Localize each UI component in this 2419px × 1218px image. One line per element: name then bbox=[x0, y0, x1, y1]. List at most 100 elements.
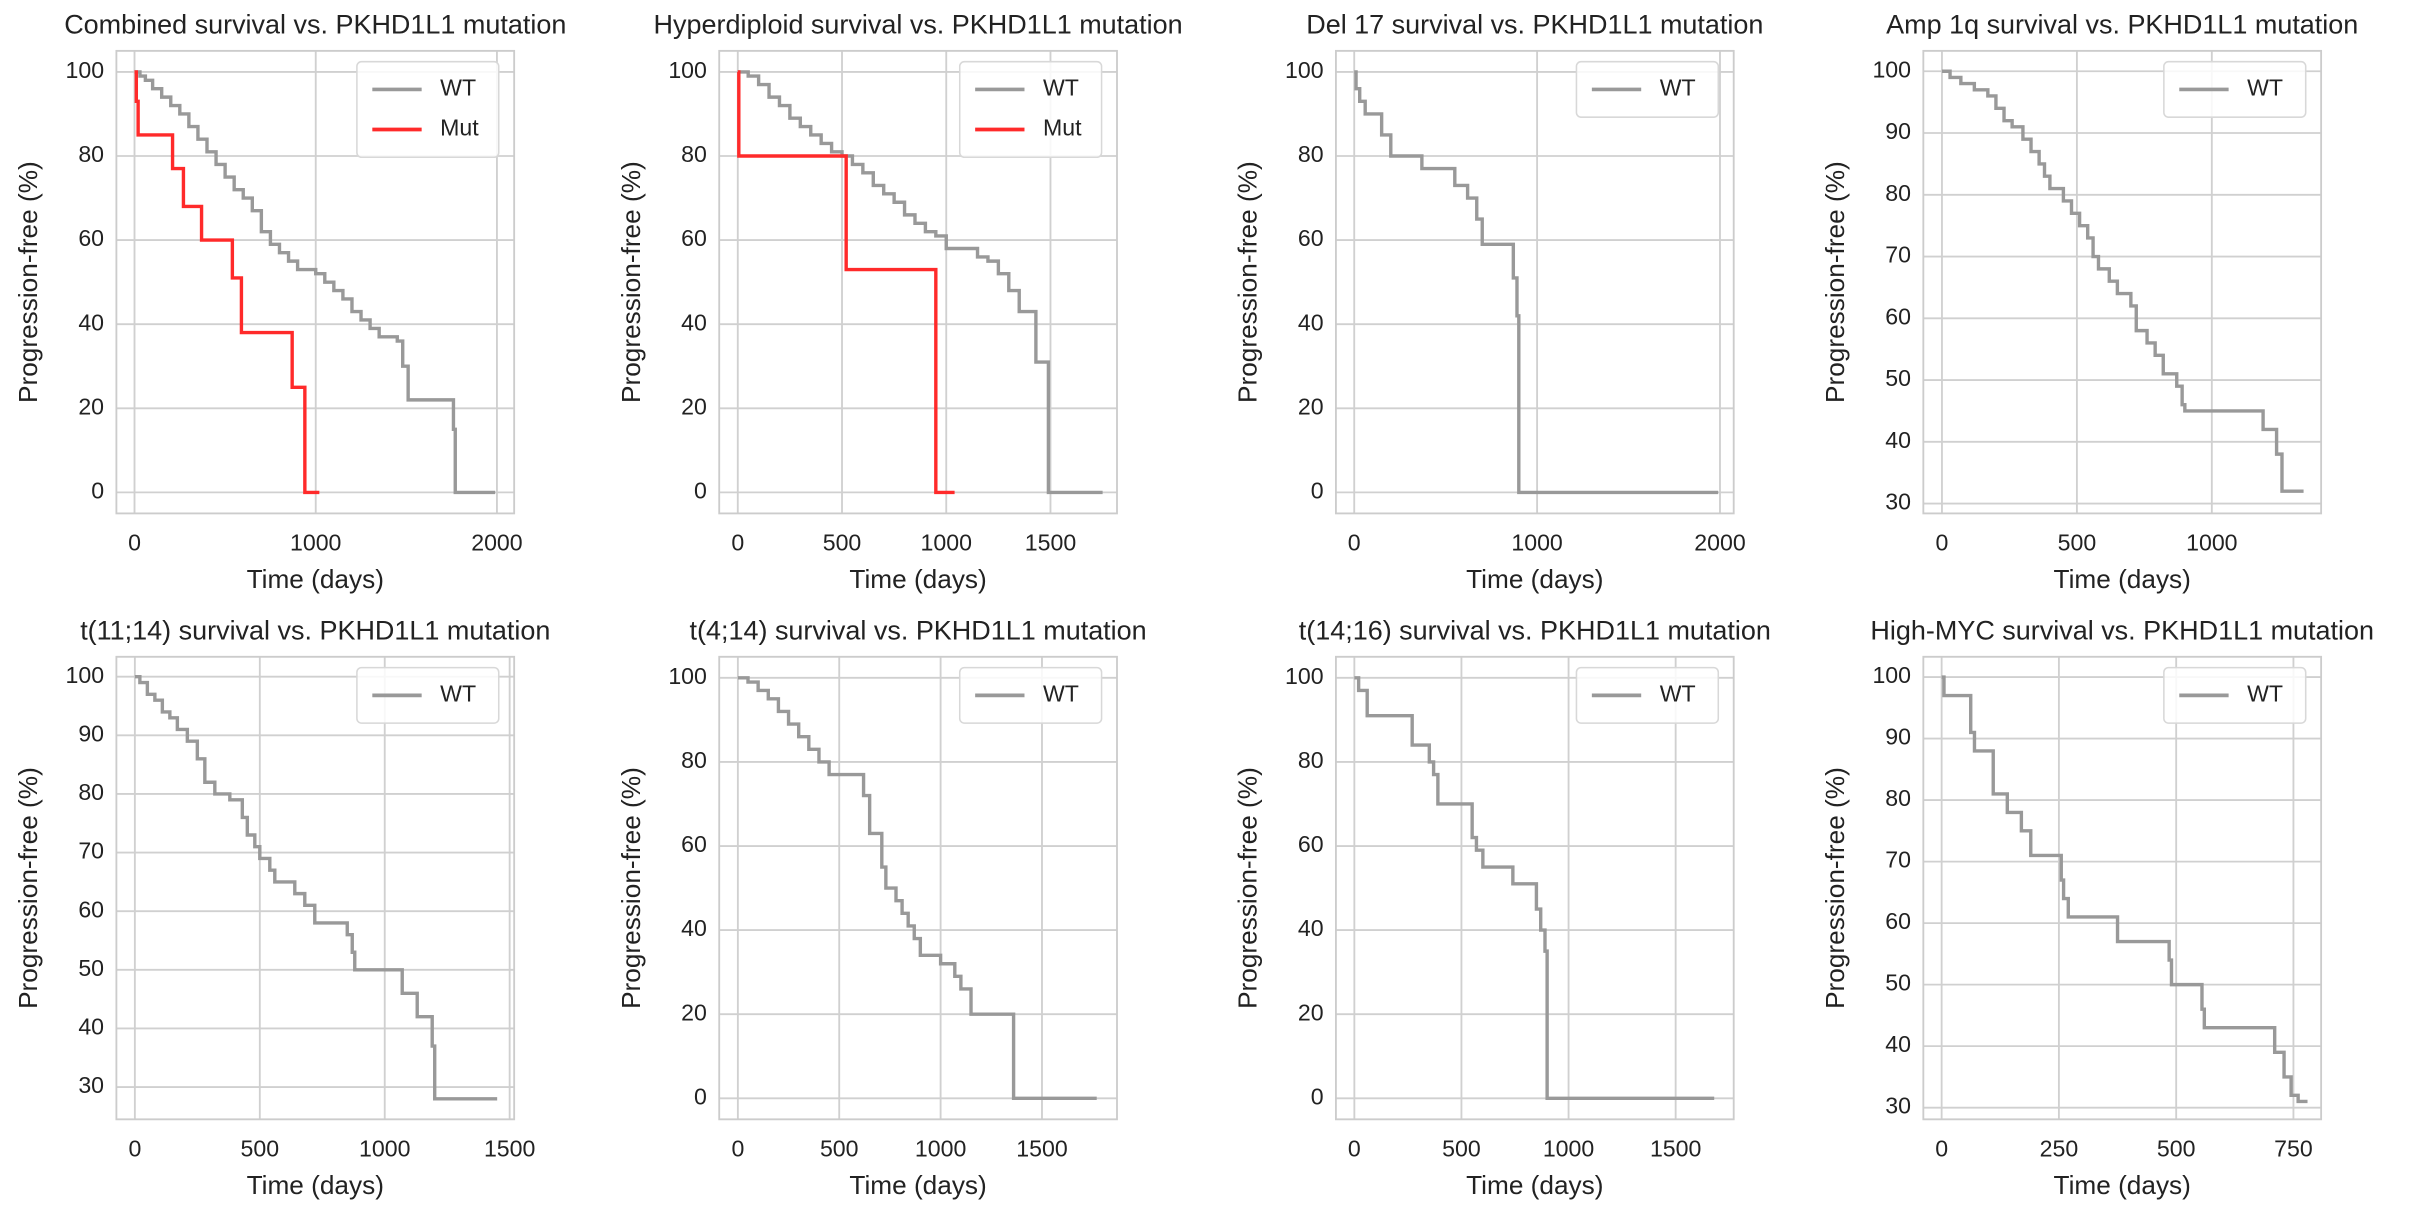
survival-curve bbox=[134, 70, 496, 495]
legend-label: WT bbox=[440, 680, 476, 706]
y-tick-label: 100 bbox=[1285, 663, 1324, 689]
y-tick-label: 50 bbox=[1885, 970, 1911, 996]
x-tick-label: 0 bbox=[1935, 1135, 1948, 1161]
y-tick-label: 0 bbox=[694, 477, 707, 503]
x-tick-label: 1500 bbox=[1016, 1135, 1067, 1161]
x-tick-label: 500 bbox=[1442, 1135, 1481, 1161]
y-tick-label: 20 bbox=[681, 393, 707, 419]
subplot: Amp 1q survival vs. PKHD1L1 mutation 30 40… bbox=[1820, 9, 2358, 594]
y-tick-label: 60 bbox=[1298, 225, 1324, 251]
y-tick-label: 80 bbox=[78, 141, 104, 167]
y-tick-label: 40 bbox=[78, 309, 104, 335]
subplot-title: Combined survival vs. PKHD1L1 mutation bbox=[64, 9, 566, 39]
y-tick-label: 80 bbox=[681, 141, 707, 167]
subplot-title: Amp 1q survival vs. PKHD1L1 mutation bbox=[1886, 9, 2358, 39]
y-axis-label: Progression-free (%) bbox=[1233, 161, 1263, 403]
y-tick-label: 20 bbox=[1298, 393, 1324, 419]
y-tick-label: 80 bbox=[78, 779, 104, 805]
plot-frame bbox=[115, 655, 516, 1121]
y-tick-label: 30 bbox=[78, 1072, 104, 1098]
legend-label: Mut bbox=[440, 115, 479, 141]
y-tick-label: 40 bbox=[1298, 309, 1324, 335]
legend-box bbox=[1575, 666, 1720, 724]
subplot-title: Hyperdiploid survival vs. PKHD1L1 mutati… bbox=[654, 9, 1183, 39]
plot-frame bbox=[718, 49, 1118, 515]
legend-label: WT bbox=[2247, 680, 2283, 706]
subplot: High-MYC survival vs. PKHD1L1 mutation 30… bbox=[1820, 615, 2374, 1200]
y-tick-label: 80 bbox=[1885, 785, 1911, 811]
x-tick-label: 0 bbox=[128, 529, 141, 555]
y-tick-label: 100 bbox=[668, 663, 707, 689]
subplot-title: t(14;16) survival vs. PKHD1L1 mutation bbox=[1299, 615, 1771, 645]
x-axis-label: Time (days) bbox=[247, 1170, 384, 1200]
x-tick-label: 1000 bbox=[1511, 529, 1562, 555]
y-tick-label: 40 bbox=[1885, 427, 1911, 453]
y-tick-label: 60 bbox=[681, 831, 707, 857]
subplot-title: t(4;14) survival vs. PKHD1L1 mutation bbox=[690, 615, 1147, 645]
plot-frame bbox=[1335, 655, 1735, 1121]
x-tick-label: 0 bbox=[1936, 529, 1949, 555]
legend: WT bbox=[356, 666, 500, 724]
subplot: t(14;16) survival vs. PKHD1L1 mutation 0 2… bbox=[1233, 615, 1771, 1200]
y-tick-label: 100 bbox=[1285, 57, 1324, 83]
x-tick-label: 0 bbox=[1348, 1135, 1361, 1161]
y-tick-label: 60 bbox=[1885, 908, 1911, 934]
x-tick-label: 500 bbox=[823, 529, 862, 555]
x-axis-label: Time (days) bbox=[1466, 564, 1603, 594]
x-tick-label: 0 bbox=[1348, 529, 1361, 555]
subplot-title: High-MYC survival vs. PKHD1L1 mutation bbox=[1870, 615, 2374, 645]
x-tick-label: 1500 bbox=[484, 1135, 535, 1161]
plot-frame bbox=[1922, 655, 2323, 1121]
y-tick-label: 50 bbox=[1885, 365, 1911, 391]
y-tick-label: 50 bbox=[78, 955, 104, 981]
survival-curve bbox=[1941, 69, 2304, 493]
legend: WT Mut bbox=[958, 60, 1103, 159]
subplot: Del 17 survival vs. PKHD1L1 mutation 0 20 4… bbox=[1233, 9, 1764, 594]
y-tick-label: 60 bbox=[78, 896, 104, 922]
x-tick-label: 0 bbox=[128, 1135, 141, 1161]
subplot: t(4;14) survival vs. PKHD1L1 mutation 0 20… bbox=[616, 615, 1147, 1200]
x-tick-label: 500 bbox=[241, 1135, 280, 1161]
subplot-title: t(11;14) survival vs. PKHD1L1 mutation bbox=[80, 615, 550, 645]
x-tick-label: 500 bbox=[2157, 1135, 2196, 1161]
survival-curve bbox=[1354, 676, 1715, 1100]
x-tick-label: 1000 bbox=[359, 1135, 410, 1161]
legend-box bbox=[356, 666, 500, 724]
y-axis-label: Progression-free (%) bbox=[13, 767, 43, 1009]
y-tick-label: 20 bbox=[1298, 999, 1324, 1025]
legend-label: WT bbox=[1660, 680, 1696, 706]
survival-curve bbox=[737, 70, 955, 495]
plot-frame bbox=[115, 49, 516, 515]
y-tick-label: 30 bbox=[1885, 1093, 1911, 1119]
y-axis-label: Progression-free (%) bbox=[616, 767, 646, 1009]
y-tick-label: 20 bbox=[78, 393, 104, 419]
y-tick-label: 90 bbox=[78, 720, 104, 746]
subplot: t(11;14) survival vs. PKHD1L1 mutation 30… bbox=[13, 615, 550, 1200]
x-axis-label: Time (days) bbox=[2054, 564, 2191, 594]
legend-box bbox=[1575, 60, 1720, 118]
y-tick-label: 0 bbox=[91, 477, 104, 503]
y-tick-label: 70 bbox=[78, 838, 104, 864]
y-tick-label: 90 bbox=[1885, 118, 1911, 144]
legend-box bbox=[2163, 666, 2307, 724]
x-tick-label: 2000 bbox=[471, 529, 522, 555]
legend: WT bbox=[2163, 666, 2307, 724]
subplot: Hyperdiploid survival vs. PKHD1L1 mutati… bbox=[616, 9, 1183, 594]
x-axis-label: Time (days) bbox=[247, 564, 384, 594]
y-axis-label: Progression-free (%) bbox=[1820, 767, 1850, 1009]
x-tick-label: 1000 bbox=[2186, 529, 2237, 555]
x-tick-label: 750 bbox=[2274, 1135, 2313, 1161]
legend-box bbox=[2163, 60, 2307, 118]
legend: WT bbox=[958, 666, 1103, 724]
y-tick-label: 80 bbox=[1298, 141, 1324, 167]
y-axis-label: Progression-free (%) bbox=[13, 161, 43, 403]
survival-curve bbox=[1941, 675, 2308, 1104]
legend-label: WT bbox=[1043, 680, 1079, 706]
y-tick-label: 40 bbox=[1885, 1031, 1911, 1057]
legend-label: WT bbox=[2247, 75, 2283, 101]
y-tick-label: 100 bbox=[1872, 662, 1911, 688]
survival-curve bbox=[134, 675, 498, 1101]
x-tick-label: 1000 bbox=[1543, 1135, 1594, 1161]
y-tick-label: 100 bbox=[65, 57, 104, 83]
legend-label: WT bbox=[1660, 75, 1696, 101]
